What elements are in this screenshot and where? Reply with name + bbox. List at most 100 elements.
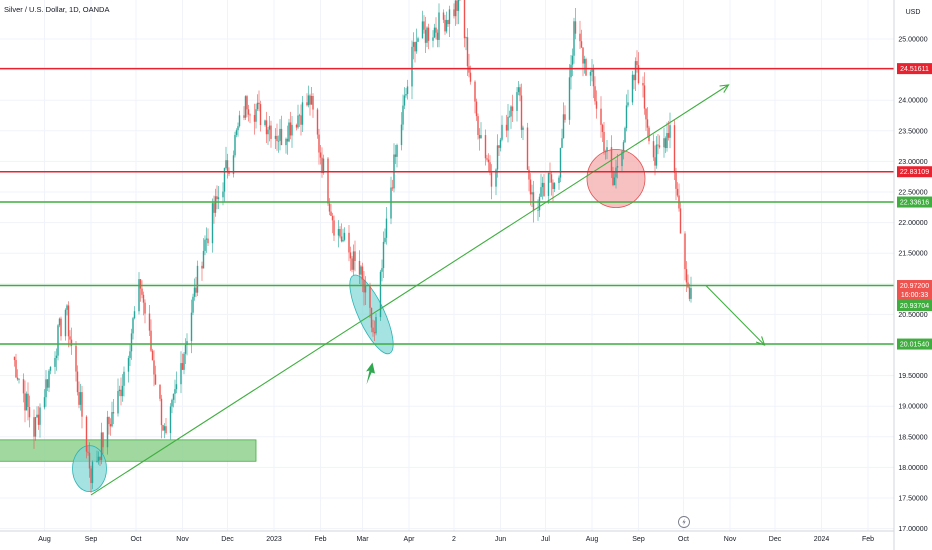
level-tag <box>897 338 932 350</box>
candle-body <box>184 345 187 354</box>
candle-body <box>508 116 511 118</box>
currency-label[interactable]: USD <box>906 9 921 16</box>
candle-body <box>391 187 394 189</box>
candle-body <box>139 279 142 289</box>
candle-body <box>484 135 487 159</box>
candle-body <box>91 461 94 484</box>
y-tick-label: 25.00000 <box>898 37 927 44</box>
candle-body <box>601 124 604 133</box>
candle-body <box>432 37 434 41</box>
candle-body <box>685 269 688 283</box>
candle-body <box>468 66 470 73</box>
x-tick-label: Oct <box>131 536 142 543</box>
candle-body <box>295 124 298 128</box>
candle-body <box>585 59 587 76</box>
candle-body <box>247 109 250 115</box>
candle-body <box>123 371 125 386</box>
drawings[interactable] <box>0 67 894 496</box>
candle-body <box>102 432 104 448</box>
y-tick-label: 21.50000 <box>898 251 927 258</box>
candle-body <box>541 182 544 188</box>
candle-body <box>45 379 47 398</box>
candle-body <box>289 122 292 136</box>
candle-body <box>442 12 445 20</box>
candle-body <box>96 460 98 462</box>
candle-body <box>279 128 281 141</box>
candle-body <box>276 135 278 142</box>
x-tick-label: Dec <box>221 536 234 543</box>
candle-body <box>133 311 136 319</box>
candle-body <box>298 115 301 117</box>
candle-body <box>448 9 451 25</box>
candle-body <box>423 21 425 30</box>
candle-body <box>171 399 173 407</box>
candle-body <box>487 159 490 163</box>
candle-body <box>517 87 520 93</box>
candle-body <box>228 172 230 175</box>
candles[interactable] <box>13 0 692 493</box>
candle-body <box>318 134 320 153</box>
candle-body <box>181 363 184 370</box>
candle-body <box>121 385 124 397</box>
candle-body <box>375 317 377 334</box>
candle-body <box>402 105 404 125</box>
price-axis[interactable]: USD 25.0000024.5000024.0000023.5000023.0… <box>893 0 932 550</box>
candle-body <box>495 169 497 187</box>
candle-body <box>67 305 70 337</box>
candle-body <box>507 116 509 131</box>
candle-body <box>18 379 20 380</box>
candle-body <box>153 360 155 375</box>
candle-body <box>390 187 392 219</box>
candle-body <box>646 119 649 128</box>
candle-body <box>526 127 529 170</box>
candle-body <box>519 87 521 96</box>
candle-body <box>486 158 488 160</box>
candle-body <box>159 384 161 399</box>
candle-body <box>444 19 446 32</box>
x-tick-label: Nov <box>724 536 737 543</box>
candle-body <box>253 115 256 122</box>
candle-body <box>33 417 35 437</box>
candle-body <box>120 389 122 397</box>
candle-body <box>559 147 562 178</box>
candle-body <box>663 138 665 148</box>
candle-body <box>48 370 50 388</box>
candle-body <box>22 379 25 394</box>
candle-body <box>426 27 428 43</box>
candle-body <box>291 124 293 136</box>
candle-body <box>417 38 419 42</box>
candle-body <box>414 42 416 52</box>
candle-body <box>97 456 100 461</box>
candle-body <box>132 318 134 334</box>
candle-body <box>148 313 151 331</box>
candle-body <box>351 258 353 270</box>
candle-body <box>498 145 500 148</box>
candle-body <box>207 238 209 244</box>
candle-body <box>540 187 542 197</box>
candle-body <box>144 302 146 314</box>
price-tags: 24.51611 22.83109 22.33616 20.01540 20.97200… <box>897 63 932 350</box>
candle-body <box>396 144 398 157</box>
candle-body <box>384 237 386 242</box>
candle-body <box>552 182 554 189</box>
candle-body <box>600 108 602 125</box>
candle-body <box>516 92 518 111</box>
candle-body <box>81 392 83 417</box>
time-axis[interactable]: Aug Sep Oct Nov Dec 2023 Feb Mar Apr 2 Jun Jul Aug Se… <box>0 530 894 543</box>
candle-body <box>474 81 476 102</box>
candle-body <box>369 285 371 308</box>
candle-body <box>654 157 656 166</box>
x-tick-label: Apr <box>404 536 416 543</box>
candle-body <box>490 172 493 187</box>
candle-body <box>489 162 491 173</box>
candle-body <box>150 330 152 351</box>
candle-body <box>34 417 37 437</box>
candle-body <box>309 95 311 105</box>
candle-body <box>264 120 266 125</box>
lightning-icon[interactable] <box>678 516 690 528</box>
candle-body <box>579 33 581 42</box>
candle-body <box>213 203 215 213</box>
candle-body <box>447 20 449 25</box>
candle-body <box>522 127 524 130</box>
